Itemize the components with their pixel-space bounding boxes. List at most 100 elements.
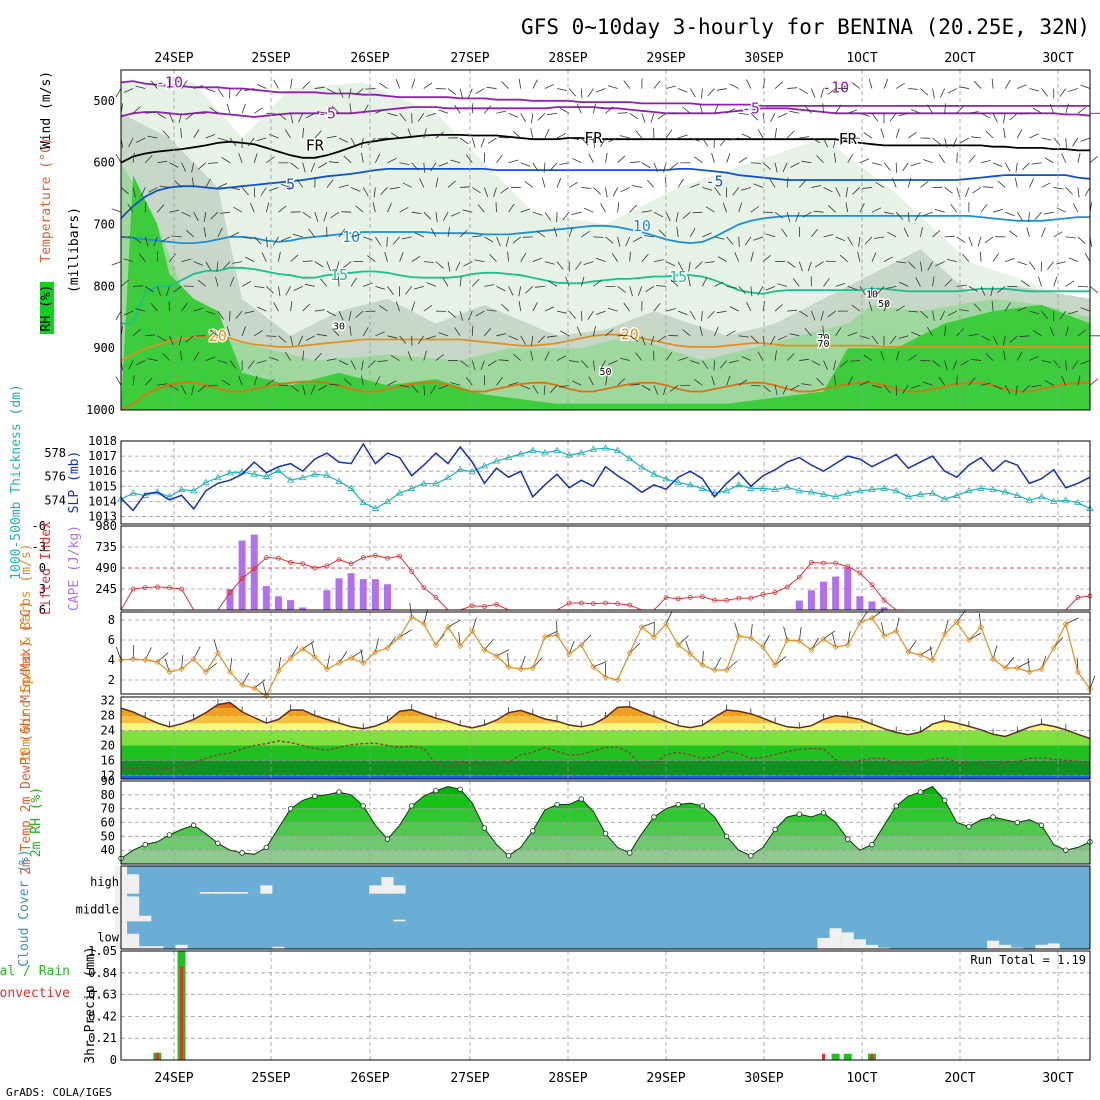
wind-barb (132, 187, 136, 198)
left-tick-label: -6 (32, 519, 46, 533)
left-tick-label: 3 (39, 582, 46, 596)
rh-point (1014, 819, 1021, 826)
wind-barb (946, 259, 957, 263)
cloud-row-label: low (97, 930, 119, 944)
right-tick-label: 1017 (88, 449, 117, 463)
wind-barb (887, 231, 897, 238)
thickness-point (529, 446, 537, 453)
cape-bar (832, 576, 840, 610)
wind-barb (244, 310, 255, 314)
wind-barb (605, 106, 614, 114)
contour-label: 70 (818, 339, 830, 350)
wind-barb (694, 379, 703, 386)
wind-barb (1053, 187, 1064, 190)
wind-barb (568, 88, 577, 97)
li-point (130, 586, 136, 592)
wind-barb (556, 178, 562, 188)
wind-barb (1049, 103, 1055, 114)
wind-barb (193, 261, 204, 266)
wind-barb (935, 261, 945, 267)
thickness-point (129, 489, 137, 496)
wind-barb (193, 129, 200, 139)
wind-barb (699, 103, 703, 114)
wind-barb (302, 127, 304, 139)
wind-barb (707, 88, 715, 97)
wind-barb (426, 335, 437, 340)
thickness-line (120, 447, 1091, 510)
wind-barb (378, 305, 388, 312)
wind-barb (447, 261, 451, 272)
wind-barb (973, 303, 982, 312)
thickness-point (674, 478, 682, 485)
wind-barb (595, 88, 606, 93)
cape-bar (335, 578, 343, 610)
wind-barb (907, 177, 912, 188)
wind-barb (682, 211, 691, 220)
li-point (760, 592, 766, 597)
wind-barb (367, 360, 376, 368)
wind-barb (350, 277, 357, 287)
contour-label: -5 (705, 172, 723, 190)
right-tick-label: 980 (95, 519, 117, 533)
wind-speed-point (965, 636, 972, 644)
wind-barb (847, 236, 854, 246)
wind-barb (169, 335, 174, 346)
wind-barb (496, 154, 503, 163)
wind-barb (637, 286, 643, 296)
wind-barb (1049, 326, 1055, 336)
wind-barb (868, 78, 873, 89)
y-tick-label: 12 (101, 768, 115, 782)
rh-shading (121, 162, 1090, 410)
wind-barb (438, 162, 449, 167)
wind-barb (229, 88, 231, 99)
li-point (724, 597, 730, 603)
wind-barb (292, 233, 303, 238)
cloud-bar (199, 892, 212, 894)
wind-barb (608, 137, 618, 143)
rh-point (772, 826, 778, 833)
wind-barb (423, 261, 434, 263)
y-tick-label: 500 (93, 94, 115, 108)
wind-barb (1065, 187, 1073, 195)
wind-barb (407, 128, 413, 139)
wind-barb (851, 82, 861, 89)
wind-barb (1009, 112, 1018, 121)
wind-barb (520, 384, 531, 390)
thickness-point (480, 462, 489, 469)
y-tick-label: 20 (101, 738, 115, 752)
wind-barb (460, 186, 471, 188)
wind-barb (835, 327, 842, 337)
wind-barb (438, 332, 449, 337)
wind-barb (268, 187, 279, 192)
wind-speed-point (808, 646, 815, 654)
wind-barb (544, 261, 555, 265)
wind-barb (915, 277, 921, 287)
wind-barb (308, 228, 316, 238)
wind-barb (496, 649, 510, 657)
wind-speed-point (578, 641, 585, 649)
wind-barb (326, 358, 337, 361)
wind-speed-point (953, 618, 960, 626)
wind-barb (138, 253, 146, 262)
li-point (263, 555, 269, 560)
wind-barb (205, 88, 216, 93)
wind-barb (272, 236, 279, 246)
wind-barb (920, 180, 929, 188)
wind-speed-point (1062, 620, 1069, 628)
wind-barb (209, 107, 219, 114)
wind-barb (498, 359, 509, 361)
wind-barb (968, 377, 976, 386)
wind-speed-point (432, 641, 439, 649)
wind-barb (520, 162, 531, 167)
wind-barb (656, 285, 667, 287)
y-tick-label: 50 (101, 829, 115, 843)
wind-barb (217, 360, 228, 364)
wind-barb (956, 375, 958, 386)
wind-barb (714, 657, 722, 671)
wind-barb (193, 351, 200, 361)
wind-barb (314, 130, 322, 139)
wind-barb (395, 301, 400, 312)
wind-barb (908, 88, 919, 90)
thickness-point (819, 490, 828, 497)
